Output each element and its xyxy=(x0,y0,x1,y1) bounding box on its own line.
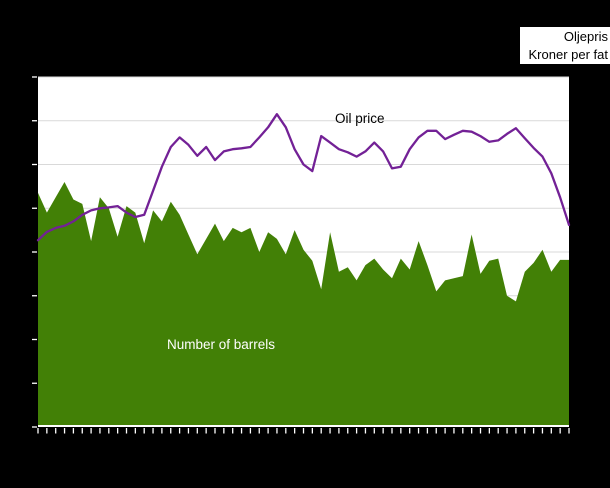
x-axis-ticks xyxy=(37,428,570,434)
legend-box: Oljepris Kroner per fat xyxy=(520,27,610,64)
barrels-area-series xyxy=(38,182,569,425)
oil-price-label: Oil price xyxy=(335,111,385,126)
oil-price-line-series xyxy=(36,113,571,242)
legend-title: Oljepris xyxy=(563,29,608,44)
barrels-label: Number of barrels xyxy=(167,337,276,352)
y-axis-ticks xyxy=(32,76,37,428)
legend-subtitle: Kroner per fat xyxy=(528,46,609,62)
